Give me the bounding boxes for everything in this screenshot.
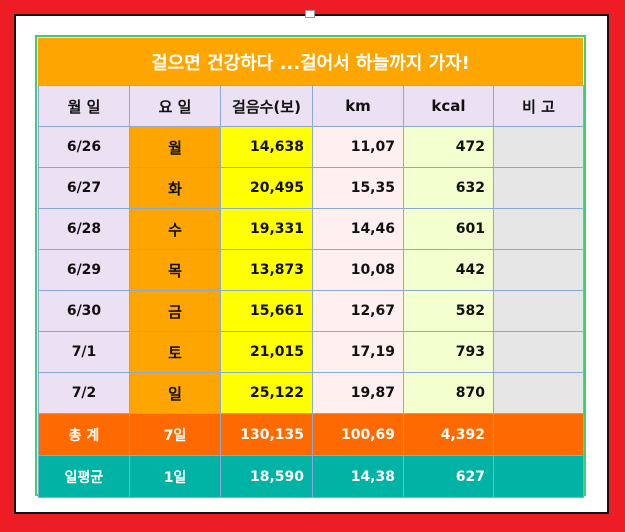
day-cell: 일 [129,372,221,414]
average-note [493,455,584,498]
date-cell: 6/30 [38,290,130,332]
date-cell: 7/2 [38,372,130,414]
note-cell [493,372,584,414]
date-cell: 6/29 [38,249,130,291]
average-label: 일평균 [38,455,130,498]
header-note: 비 고 [493,85,584,127]
km-cell: 10,08 [312,249,404,291]
kcal-cell: 870 [403,372,494,414]
table-row: 7/2 일 25,122 19,87 870 [38,372,584,414]
note-cell [493,249,584,291]
steps-cell: 15,661 [220,290,313,332]
table-row: 6/26 월 14,638 11,07 472 [38,126,584,168]
total-days: 7일 [129,413,221,456]
table-row: 6/28 수 19,331 14,46 601 [38,208,584,250]
km-cell: 11,07 [312,126,404,168]
note-cell [493,167,584,209]
table-row: 7/1 토 21,015 17,19 793 [38,331,584,373]
average-km: 14,38 [312,455,404,498]
table-title: 걸으면 건강하다 ...걸어서 하늘까지 가자! [38,38,583,85]
total-kcal: 4,392 [403,413,494,456]
day-cell: 화 [129,167,221,209]
steps-cell: 19,331 [220,208,313,250]
day-cell: 수 [129,208,221,250]
day-cell: 목 [129,249,221,291]
date-cell: 6/26 [38,126,130,168]
note-cell [493,290,584,332]
header-km: km [312,85,404,127]
kcal-cell: 472 [403,126,494,168]
resize-handle[interactable] [305,10,315,18]
average-kcal: 627 [403,455,494,498]
km-cell: 12,67 [312,290,404,332]
walking-log-table: 걸으면 건강하다 ...걸어서 하늘까지 가자! 월 일 요 일 걸음수(보) … [35,35,586,498]
date-cell: 6/28 [38,208,130,250]
steps-cell: 13,873 [220,249,313,291]
table-row: 6/27 화 20,495 15,35 632 [38,167,584,209]
total-label: 총 계 [38,413,130,456]
note-cell [493,208,584,250]
day-cell: 토 [129,331,221,373]
note-cell [493,331,584,373]
km-cell: 15,35 [312,167,404,209]
kcal-cell: 442 [403,249,494,291]
day-cell: 금 [129,290,221,332]
total-note [493,413,584,456]
steps-cell: 25,122 [220,372,313,414]
kcal-cell: 632 [403,167,494,209]
steps-cell: 14,638 [220,126,313,168]
header-kcal: kcal [403,85,494,127]
walking-log-grid: 월 일 요 일 걸음수(보) km kcal 비 고 6/26 월 14,638… [38,85,584,498]
total-row: 총 계 7일 130,135 100,69 4,392 [38,413,584,456]
km-cell: 14,46 [312,208,404,250]
steps-cell: 21,015 [220,331,313,373]
total-km: 100,69 [312,413,404,456]
table-row: 6/29 목 13,873 10,08 442 [38,249,584,291]
note-cell [493,126,584,168]
table-row: 6/30 금 15,661 12,67 582 [38,290,584,332]
header-row: 월 일 요 일 걸음수(보) km kcal 비 고 [38,85,584,127]
date-cell: 7/1 [38,331,130,373]
total-steps: 130,135 [220,413,313,456]
km-cell: 17,19 [312,331,404,373]
kcal-cell: 582 [403,290,494,332]
kcal-cell: 793 [403,331,494,373]
steps-cell: 20,495 [220,167,313,209]
average-days: 1일 [129,455,221,498]
header-date: 월 일 [38,85,130,127]
day-cell: 월 [129,126,221,168]
header-steps: 걸음수(보) [220,85,313,127]
km-cell: 19,87 [312,372,404,414]
average-row: 일평균 1일 18,590 14,38 627 [38,455,584,498]
kcal-cell: 601 [403,208,494,250]
header-day: 요 일 [129,85,221,127]
date-cell: 6/27 [38,167,130,209]
average-steps: 18,590 [220,455,313,498]
